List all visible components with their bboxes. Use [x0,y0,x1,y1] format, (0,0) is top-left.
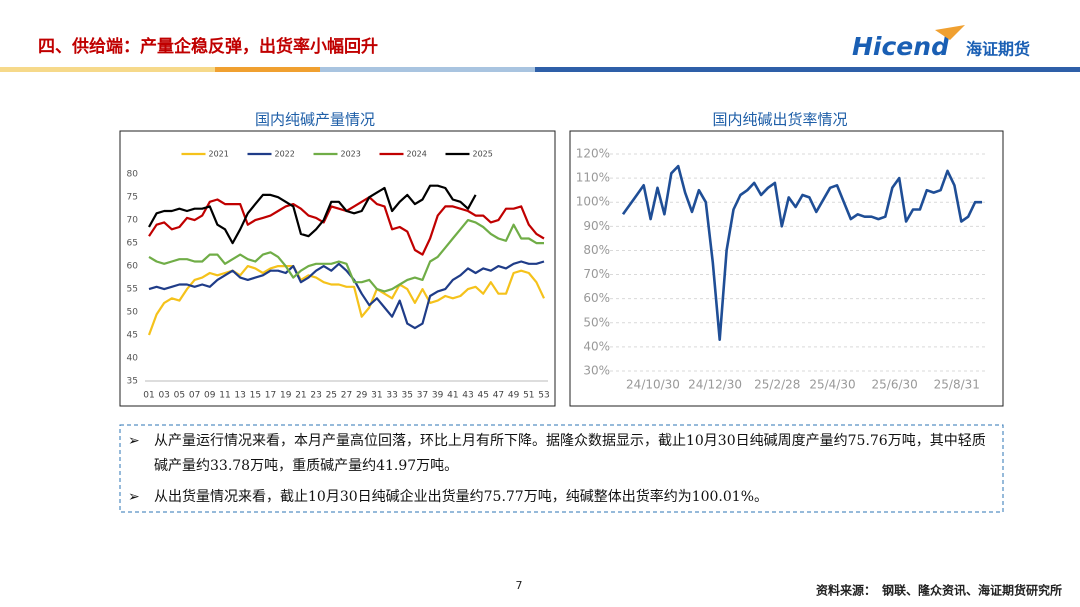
y-tick-label: 40 [127,354,139,364]
x-tick-label: 45 [478,391,489,401]
y-tick-label: 60 [127,262,139,272]
legend-label: 2023 [341,150,361,159]
legend-label: 2022 [275,150,295,159]
x-tick-label: 35 [402,391,413,401]
y-tick-label: 30% [583,364,610,378]
x-tick-label: 39 [432,391,444,401]
x-tick-label: 25/2/28 [754,378,800,392]
y-tick-label: 55 [127,285,138,295]
x-tick-label: 43 [462,391,473,401]
x-tick-label: 31 [371,391,382,401]
x-tick-label: 09 [204,391,216,401]
x-tick-label: 51 [523,391,534,401]
chart-title: 国内纯碱产量情况 [255,111,375,129]
x-tick-label: 24/10/30 [626,378,680,392]
x-tick-label: 24/12/30 [688,378,742,392]
y-tick-label: 80 [127,170,139,180]
page-number: 7 [516,579,523,592]
series-line [148,184,477,245]
x-tick-label: 49 [508,391,520,401]
x-tick-label: 13 [234,391,245,401]
x-tick-label: 19 [280,391,292,401]
y-tick-label: 110% [576,171,610,185]
x-tick-label: 25 [326,391,337,401]
bullet-marker: ➢ [128,433,140,449]
header-bar [535,67,1080,72]
x-tick-label: 23 [310,391,321,401]
bullet-marker: ➢ [128,489,140,505]
x-tick-label: 41 [447,391,458,401]
x-tick-label: 25/6/30 [872,378,918,392]
y-tick-label: 50% [583,315,610,329]
header-bar [320,67,535,72]
y-tick-label: 80% [583,243,610,257]
x-tick-label: 37 [417,391,428,401]
series-line [148,219,544,293]
y-tick-label: 40% [583,339,610,353]
x-tick-label: 53 [538,391,549,401]
x-tick-label: 15 [250,391,261,401]
legend-label: 2024 [407,150,427,159]
x-tick-label: 05 [174,391,185,401]
y-tick-label: 65 [127,239,138,249]
x-tick-label: 03 [158,391,169,401]
y-tick-label: 75 [127,193,138,203]
x-tick-label: 29 [356,391,368,401]
header-bar [215,67,320,72]
x-tick-label: 11 [219,391,230,401]
y-tick-label: 70% [583,267,610,281]
logo-cn: 海证期货 [966,40,1030,59]
y-tick-label: 35 [127,377,138,387]
y-tick-label: 70 [127,216,139,226]
x-tick-label: 25/8/31 [934,378,980,392]
x-tick-label: 47 [493,391,504,401]
y-tick-label: 45 [127,331,138,341]
x-tick-label: 07 [189,391,200,401]
logo-mark [935,25,965,40]
y-tick-label: 90% [583,219,610,233]
series-line [621,164,982,341]
bullet-text: 从产量运行情况来看，本月产量高位回落，环比上月有所下降。据隆众数据显示，截止10… [154,433,986,474]
logo: Hicend [852,32,950,61]
bullet: ➢ 从产量运行情况来看，本月产量高位回落，环比上月有所下降。据隆众数据显示，截止1… [128,429,998,479]
series-line [148,260,545,330]
slide-title: 四、供给端：产量企稳反弹，出货率小幅回升 [38,36,378,57]
x-tick-label: 25/4/30 [809,378,855,392]
chart-frame [569,130,1004,407]
x-tick-label: 27 [341,391,352,401]
x-tick-label: 01 [143,391,154,401]
x-tick-label: 33 [386,391,397,401]
legend-label: 2021 [209,150,229,159]
y-tick-label: 60% [583,291,610,305]
text-box [119,424,1004,513]
legend-label: 2025 [473,150,493,159]
y-tick-label: 100% [576,195,610,209]
x-tick-label: 21 [295,391,306,401]
source: 资料来源： 钢联、隆众资讯、海证期货研究所 [816,583,1062,598]
chart-title: 国内纯碱出货率情况 [712,111,847,129]
chart-frame [119,130,556,407]
y-tick-label: 50 [127,308,139,318]
y-tick-label: 120% [576,147,610,161]
bullet: ➢ 从出货量情况来看，截止10月30日纯碱企业出货量约75.77万吨，纯碱整体出货… [128,485,998,510]
header-bar [0,67,215,72]
series-line [147,265,545,336]
x-tick-label: 17 [265,391,276,401]
bullet-text: 从出货量情况来看，截止10月30日纯碱企业出货量约75.77万吨，纯碱整体出货率… [154,489,768,505]
